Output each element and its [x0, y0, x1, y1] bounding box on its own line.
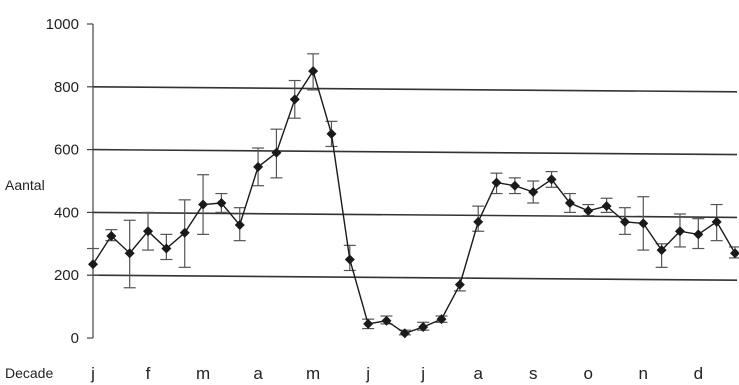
data-point-14	[326, 128, 337, 139]
x-tick-label-3: m	[196, 364, 210, 383]
x-tick-label-11: n	[639, 364, 648, 383]
x-tick-label-8: a	[473, 364, 483, 383]
x-tick-label-7: j	[420, 364, 425, 383]
x-tick-label-10: o	[584, 364, 593, 383]
data-point-33	[674, 226, 685, 237]
series-line-layer	[92, 69, 736, 335]
data-point-35	[711, 216, 722, 227]
y-axis-label: Aantal	[5, 177, 45, 193]
x-tick-label-1: j	[90, 364, 95, 383]
data-point-31	[638, 218, 649, 229]
data-point-23	[491, 177, 502, 188]
data-point-15	[344, 254, 355, 265]
y-tick-labels: 0 200 400 600 800 1000	[46, 16, 79, 347]
data-point-9	[234, 219, 245, 230]
y-tick-label-1000: 1000	[46, 16, 79, 33]
data-point-8	[216, 197, 227, 208]
data-point-17	[381, 315, 392, 326]
data-point-26	[546, 174, 557, 185]
data-point-5	[161, 243, 172, 254]
y-tick-label-800: 800	[54, 79, 79, 96]
data-point-11	[271, 147, 282, 158]
error-bars	[87, 53, 739, 336]
data-point-1	[88, 259, 98, 270]
data-point-20	[436, 314, 447, 325]
data-point-12	[289, 94, 300, 105]
y-tick-label-600: 600	[54, 142, 79, 159]
gridline-600	[92, 148, 738, 156]
data-point-32	[656, 245, 667, 256]
gridline-200	[92, 274, 738, 281]
gridline-800	[92, 86, 738, 93]
x-tick-label-9: s	[529, 364, 538, 383]
data-point-24	[509, 180, 520, 191]
data-point-7	[198, 199, 209, 210]
data-point-18	[399, 328, 410, 339]
data-point-2	[106, 230, 117, 241]
series-line	[92, 69, 736, 335]
data-point-29	[601, 201, 612, 212]
data-point-6	[179, 227, 190, 238]
data-point-36	[730, 248, 739, 259]
y-tick-label-200: 200	[54, 267, 79, 284]
data-point-27	[564, 197, 575, 208]
data-point-19	[418, 322, 429, 333]
data-point-28	[583, 205, 594, 216]
data-point-3	[124, 248, 135, 259]
x-tick-label-5: m	[306, 364, 320, 383]
data-point-30	[619, 216, 630, 227]
gridline-400	[92, 211, 738, 219]
y-tick-label-0: 0	[71, 330, 79, 347]
x-tick-label-2: f	[146, 364, 151, 383]
data-point-22	[473, 216, 484, 227]
markers	[88, 66, 739, 339]
x-axis-label: Decade	[5, 365, 53, 381]
data-point-25	[528, 186, 539, 197]
x-tick-label-6: j	[365, 364, 370, 383]
data-point-13	[308, 66, 319, 77]
data-point-21	[454, 279, 465, 290]
x-tick-label-4: a	[253, 364, 263, 383]
y-tick-label-400: 400	[54, 204, 79, 221]
x-tick-label-12: d	[694, 364, 703, 383]
grid-lines	[92, 86, 738, 281]
data-point-4	[143, 226, 154, 237]
data-point-34	[693, 229, 704, 240]
data-point-16	[363, 318, 374, 329]
data-point-10	[253, 161, 264, 172]
axes	[87, 23, 94, 339]
